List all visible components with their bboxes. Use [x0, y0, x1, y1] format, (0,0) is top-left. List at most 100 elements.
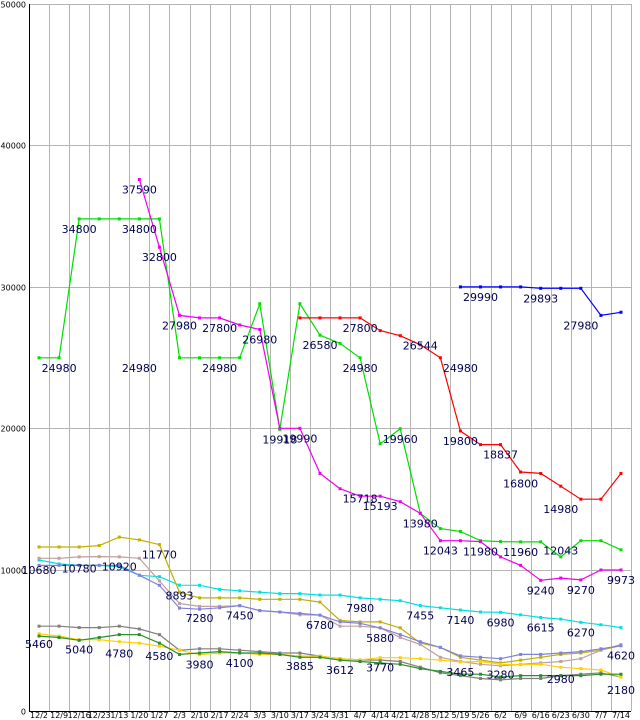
data-point — [258, 590, 262, 594]
data-point — [619, 548, 623, 552]
data-point — [579, 667, 583, 671]
data-point — [599, 313, 603, 317]
data-label: 11770 — [142, 549, 177, 562]
data-point — [37, 545, 41, 549]
data-point — [438, 356, 442, 360]
data-label: 12043 — [423, 545, 458, 558]
data-point — [157, 644, 161, 648]
data-point — [157, 245, 161, 249]
data-label: 7280 — [186, 612, 214, 625]
data-point — [117, 217, 121, 221]
data-point — [418, 640, 422, 644]
data-point — [198, 653, 202, 657]
data-point — [198, 647, 202, 651]
data-point — [398, 635, 402, 639]
data-label: 16800 — [503, 477, 538, 490]
data-label: 4580 — [145, 650, 173, 663]
data-label: 3980 — [186, 659, 214, 672]
data-point — [499, 657, 503, 661]
data-label: 34800 — [122, 223, 157, 236]
data-point — [619, 672, 623, 676]
x-tick-label: 7/7 — [594, 711, 607, 720]
data-point — [559, 484, 563, 488]
x-tick-label: 6/30 — [572, 711, 590, 720]
series-11 — [37, 633, 623, 679]
data-point — [157, 633, 161, 637]
data-point — [318, 655, 322, 659]
data-label: 37590 — [122, 183, 157, 196]
data-point — [157, 583, 161, 587]
data-point — [318, 471, 322, 475]
data-point — [298, 651, 302, 655]
data-point — [358, 624, 362, 628]
data-point — [599, 497, 603, 501]
data-point — [378, 661, 382, 665]
data-label: 12043 — [543, 545, 578, 558]
data-label: 8893 — [166, 589, 194, 602]
x-tick-label: 12/16 — [68, 711, 91, 720]
series-line — [39, 536, 622, 664]
data-label: 18837 — [483, 449, 518, 462]
data-point — [157, 641, 161, 645]
data-label: 24980 — [343, 362, 378, 375]
data-point — [358, 621, 362, 625]
data-point — [499, 540, 503, 544]
x-tick-label: 1/13 — [110, 711, 128, 720]
data-label: 6270 — [567, 626, 595, 639]
data-point — [458, 285, 462, 289]
data-label: 9270 — [567, 584, 595, 597]
data-point — [378, 626, 382, 630]
data-point — [499, 675, 503, 679]
data-point — [178, 652, 181, 656]
data-point — [358, 316, 362, 320]
data-point — [619, 310, 623, 314]
x-tick-label: 4/21 — [391, 711, 409, 720]
data-point — [178, 583, 181, 587]
data-point — [539, 286, 543, 290]
data-point — [579, 286, 583, 290]
y-tick-label: 20000 — [1, 425, 26, 434]
data-point — [398, 662, 402, 666]
data-point — [479, 540, 482, 544]
data-point — [258, 597, 262, 601]
data-point — [258, 302, 262, 306]
data-point — [57, 635, 61, 639]
data-point — [198, 604, 202, 608]
data-point — [137, 627, 141, 631]
x-tick-label: 4/14 — [371, 711, 389, 720]
x-tick-label: 6/9 — [514, 711, 527, 720]
data-point — [378, 494, 382, 498]
x-tick-label: 4/7 — [354, 711, 367, 720]
data-point — [559, 651, 563, 655]
data-label: 24980 — [202, 362, 237, 375]
data-point — [579, 497, 583, 501]
data-label: 19960 — [383, 433, 418, 446]
data-point — [418, 657, 422, 661]
x-tick-label: 3/31 — [331, 711, 349, 720]
data-point — [418, 643, 422, 647]
data-point — [218, 596, 222, 600]
data-label: 19918 — [262, 433, 297, 446]
data-point — [599, 668, 603, 672]
data-point — [298, 611, 302, 615]
data-point — [539, 471, 543, 475]
data-point — [398, 427, 402, 431]
data-point — [137, 633, 141, 637]
data-point — [37, 634, 41, 638]
data-point — [278, 610, 282, 614]
data-point — [218, 316, 222, 320]
x-tick-label: 1/27 — [150, 711, 168, 720]
data-point — [198, 316, 202, 320]
data-point — [458, 654, 462, 658]
data-label: 2980 — [547, 673, 575, 686]
data-point — [418, 604, 422, 608]
data-point — [77, 626, 81, 630]
data-label: 24980 — [122, 362, 157, 375]
data-point — [77, 555, 81, 559]
data-point — [137, 217, 141, 221]
data-point — [398, 334, 402, 338]
data-label: 6615 — [527, 621, 555, 634]
series-3 — [298, 316, 623, 501]
data-point — [338, 316, 342, 320]
